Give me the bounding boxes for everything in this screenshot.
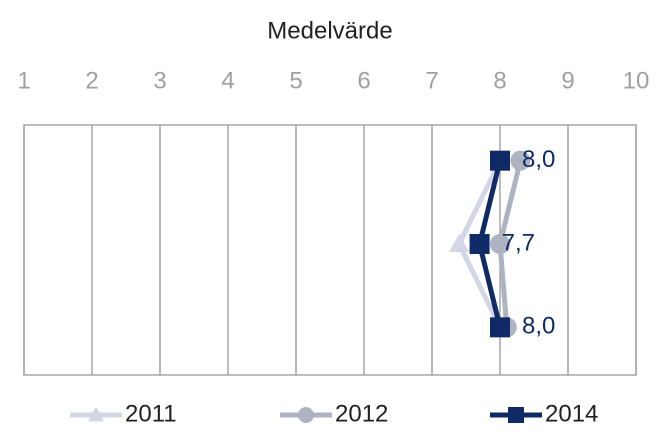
chart-title: Medelvärde [267, 17, 392, 44]
x-tick-label: 5 [289, 67, 302, 94]
data-label: 8,0 [522, 313, 555, 340]
x-tick-label: 7 [425, 67, 438, 94]
x-tick-label: 4 [221, 67, 234, 94]
x-tick-label: 2 [85, 67, 98, 94]
legend-label: 2011 [125, 400, 177, 427]
marker [490, 317, 510, 338]
data-label: 7,7 [502, 229, 535, 256]
x-tick-label: 6 [357, 67, 370, 94]
x-tick-label: 3 [153, 67, 166, 94]
marker [88, 407, 104, 422]
data-label: 8,0 [522, 146, 555, 173]
marker [449, 234, 470, 252]
marker [508, 407, 524, 423]
x-tick-label: 9 [561, 67, 574, 94]
marker [490, 234, 510, 254]
legend-label: 2012 [335, 400, 388, 427]
marker [298, 407, 314, 423]
marker [510, 150, 531, 171]
marker [490, 150, 510, 171]
x-tick-label: 10 [623, 67, 650, 94]
legend-label: 2014 [545, 400, 598, 427]
x-tick-label: 8 [493, 67, 506, 94]
x-tick-label: 1 [17, 67, 30, 94]
marker [469, 234, 490, 254]
